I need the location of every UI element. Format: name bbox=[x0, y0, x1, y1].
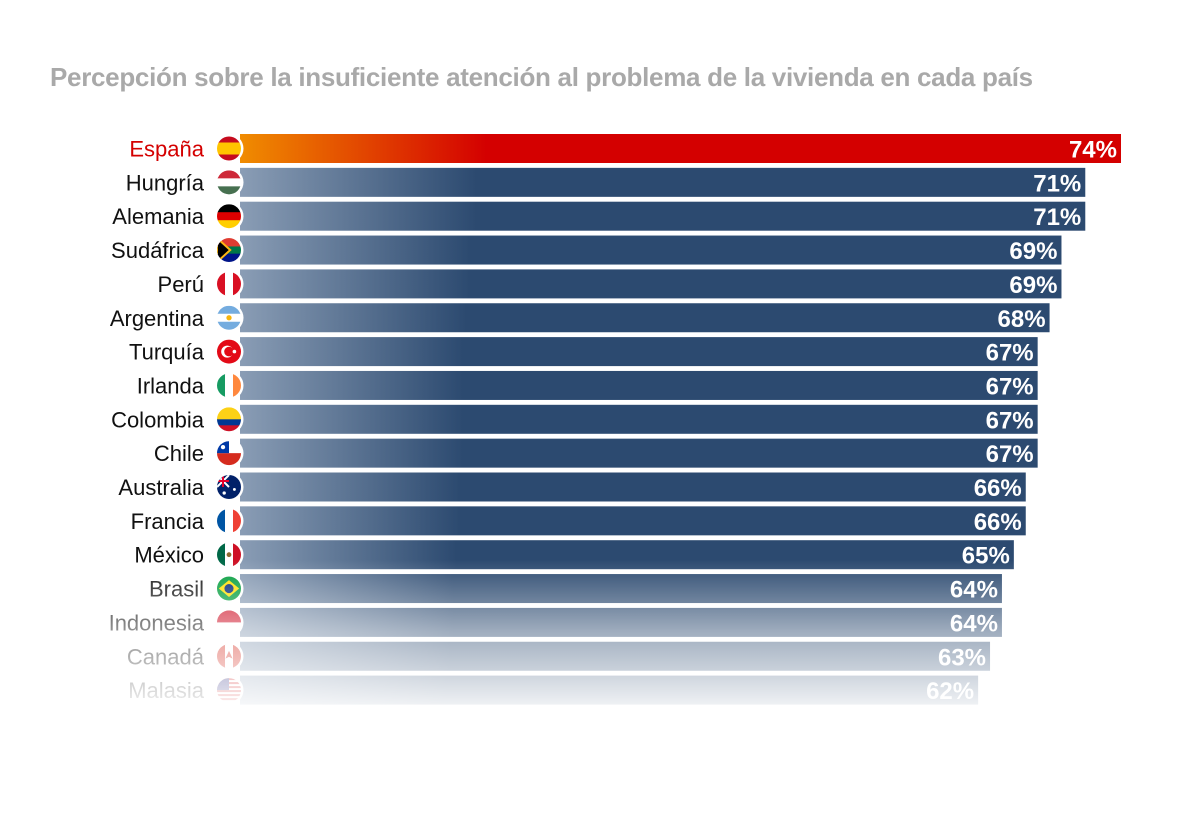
value-label: 68% bbox=[998, 306, 1046, 333]
value-label: 69% bbox=[1009, 272, 1057, 299]
value-label: 71% bbox=[1033, 204, 1081, 231]
bar-row: España 74% bbox=[129, 134, 1121, 164]
colombia-flag-icon bbox=[217, 407, 241, 432]
bar bbox=[240, 303, 1050, 333]
bar bbox=[240, 438, 1038, 468]
category-label: Alemania bbox=[112, 204, 204, 229]
chart-title: Percepción sobre la insuficiente atenció… bbox=[50, 62, 1033, 92]
bar-row: Brasil 64% bbox=[149, 574, 1002, 604]
bar-row: México 65% bbox=[134, 540, 1014, 570]
category-label: Sudáfrica bbox=[111, 238, 205, 263]
bar-row: Hungría 71% bbox=[126, 167, 1086, 197]
bar-row: Colombia 67% bbox=[111, 404, 1038, 434]
bar-row: Sudáfrica 69% bbox=[111, 235, 1062, 265]
value-label: 65% bbox=[962, 543, 1010, 570]
bar bbox=[240, 167, 1086, 197]
category-label: Indonesia bbox=[109, 610, 205, 635]
argentina-flag-icon bbox=[217, 305, 241, 330]
value-label: 71% bbox=[1033, 170, 1081, 197]
bar bbox=[240, 235, 1062, 265]
value-label: 62% bbox=[926, 678, 974, 705]
bar-row: Irlanda 67% bbox=[137, 370, 1038, 400]
value-label: 67% bbox=[986, 373, 1034, 400]
bar bbox=[240, 370, 1038, 400]
australia-flag-icon bbox=[217, 475, 241, 499]
bar-row: Alemania 71% bbox=[112, 201, 1086, 231]
bar-row: Perú 69% bbox=[158, 269, 1062, 299]
ireland-flag-icon bbox=[217, 373, 241, 398]
peru-flag-icon bbox=[217, 271, 241, 296]
value-label: 66% bbox=[974, 509, 1022, 536]
category-label: Canadá bbox=[127, 644, 205, 669]
category-label: Perú bbox=[158, 272, 204, 297]
bar bbox=[240, 675, 979, 705]
value-label: 64% bbox=[950, 577, 998, 604]
bar bbox=[240, 540, 1014, 570]
bar bbox=[240, 337, 1038, 367]
brazil-flag-icon bbox=[217, 576, 241, 601]
bar bbox=[240, 404, 1038, 434]
bar bbox=[240, 574, 1002, 604]
category-label: Colombia bbox=[111, 407, 205, 432]
value-label: 67% bbox=[986, 441, 1034, 468]
bar-row: Canadá 63% bbox=[127, 641, 991, 671]
category-label: Francia bbox=[131, 509, 205, 534]
bar bbox=[240, 472, 1026, 502]
bar-row: Malasia 62% bbox=[128, 675, 979, 705]
value-label: 67% bbox=[986, 340, 1034, 367]
bar-row: Australia 66% bbox=[118, 472, 1026, 502]
category-label: Turquía bbox=[129, 340, 205, 365]
hungary-flag-icon bbox=[217, 170, 241, 195]
category-label: Australia bbox=[118, 475, 204, 500]
bar-row: Turquía 67% bbox=[129, 337, 1038, 367]
bar-row: Indonesia 64% bbox=[109, 607, 1002, 637]
category-label: México bbox=[134, 543, 204, 568]
bar bbox=[240, 269, 1062, 299]
turkey-flag-icon bbox=[217, 339, 241, 364]
germany-flag-icon bbox=[217, 204, 241, 229]
bar bbox=[240, 641, 991, 671]
value-label: 74% bbox=[1069, 137, 1117, 164]
category-label: España bbox=[129, 137, 204, 162]
france-flag-icon bbox=[217, 508, 241, 533]
value-label: 67% bbox=[986, 407, 1034, 434]
bar bbox=[240, 201, 1086, 231]
south-africa-flag-icon bbox=[217, 238, 241, 263]
bar bbox=[240, 607, 1002, 637]
bar-row: Argentina 68% bbox=[110, 303, 1050, 333]
category-label: Brasil bbox=[149, 577, 204, 602]
category-label: Malasia bbox=[128, 678, 205, 703]
mexico-flag-icon bbox=[217, 542, 241, 567]
value-label: 66% bbox=[974, 475, 1022, 502]
bar-row: Francia 66% bbox=[131, 506, 1026, 536]
value-label: 64% bbox=[950, 610, 998, 637]
bar bbox=[240, 506, 1026, 536]
value-label: 63% bbox=[938, 644, 986, 671]
category-label: Hungría bbox=[126, 170, 205, 195]
category-label: Irlanda bbox=[137, 373, 205, 398]
value-label: 69% bbox=[1009, 238, 1057, 265]
spain-flag-icon bbox=[217, 136, 241, 161]
bar-row: Chile 67% bbox=[154, 438, 1038, 468]
category-label: Argentina bbox=[110, 306, 205, 331]
category-label: Chile bbox=[154, 441, 204, 466]
bar bbox=[240, 134, 1121, 163]
